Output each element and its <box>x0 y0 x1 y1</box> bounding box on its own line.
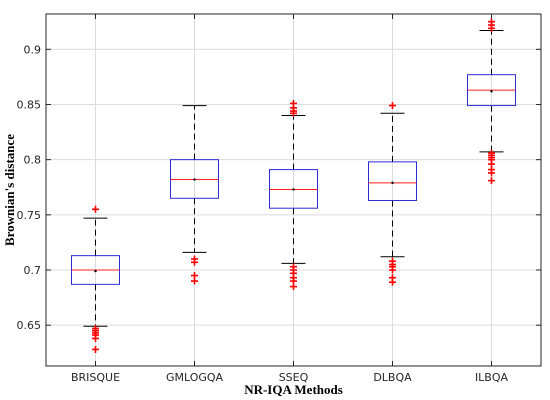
outlier-marker <box>290 99 297 107</box>
outlier-marker <box>191 272 198 280</box>
y-tick-label: 0.8 <box>24 154 42 167</box>
box-gmlogqa <box>170 105 219 285</box>
y-tick-label: 0.65 <box>17 319 42 332</box>
mean-marker <box>193 178 196 181</box>
iqr-box <box>269 169 318 209</box>
mean-marker <box>391 181 394 185</box>
y-tick-label: 0.75 <box>17 209 42 222</box>
outlier-marker <box>389 257 396 265</box>
outlier-marker <box>389 102 396 110</box>
outlier-marker <box>488 18 495 26</box>
boxes <box>71 18 516 353</box>
y-tick-label: 0.9 <box>24 43 42 56</box>
box-dlbqa <box>368 102 417 286</box>
iqr-box <box>368 161 417 201</box>
outlier-marker <box>191 255 198 263</box>
outlier-marker <box>488 177 495 185</box>
y-axis-title: Brownian's distance <box>2 134 17 246</box>
x-tick-label: DLBQA <box>373 371 412 384</box>
outlier-marker <box>92 324 99 332</box>
x-axis-ticks: BRISQUE GMLOGQA SSEQ DLBQA ILBQA <box>71 14 509 384</box>
x-axis-title: NR-IQA Methods <box>244 382 343 397</box>
y-axis-ticks: 0.65 0.7 0.75 0.8 0.85 0.9 <box>17 43 541 332</box>
mean-marker <box>490 90 493 93</box>
outlier-marker <box>488 149 495 157</box>
box-brisque <box>71 205 120 353</box>
y-tick-label: 0.7 <box>24 264 42 277</box>
x-tick-label: SSEQ <box>279 371 309 384</box>
outlier-marker <box>92 205 99 213</box>
box-ilbqa <box>467 18 516 185</box>
outlier-marker <box>92 345 99 353</box>
x-tick-label: GMLOGQA <box>166 371 224 384</box>
mean-marker <box>292 188 295 191</box>
y-tick-label: 0.85 <box>17 98 42 111</box>
x-tick-label: ILBQA <box>475 371 509 384</box>
outlier-marker <box>290 263 297 271</box>
x-tick-label: BRISQUE <box>71 371 120 384</box>
outlier-marker <box>389 274 396 282</box>
iqr-box <box>170 159 219 199</box>
box-sseq <box>269 99 318 291</box>
mean-marker <box>94 269 97 273</box>
